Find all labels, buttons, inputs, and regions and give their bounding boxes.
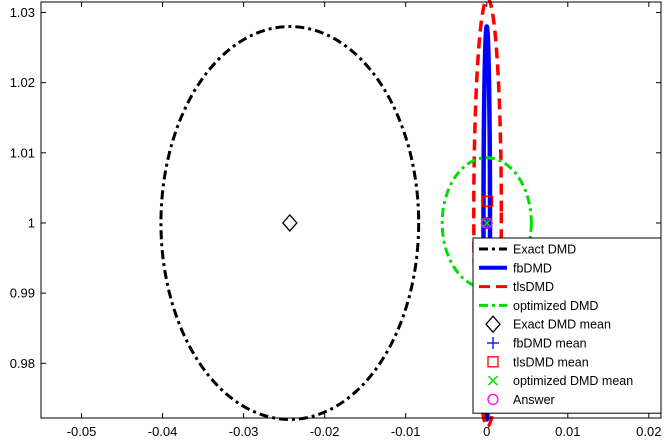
x-axis: -0.05 -0.04 -0.03 -0.02 -0.01 0 0.01 0.02 xyxy=(67,2,661,439)
marker-layer xyxy=(281,195,494,232)
legend-item-optimized-dmd: optimized DMD xyxy=(479,299,598,313)
x-tick-label: -0.01 xyxy=(391,424,421,439)
legend-label: Exact DMD mean xyxy=(513,318,611,332)
marker-exact-dmd-mean xyxy=(281,213,298,232)
legend-item-tlsdmd-mean: tlsDMD mean xyxy=(487,355,589,369)
legend-item-tlsdmd: tlsDMD xyxy=(479,280,554,294)
y-axis: 0.98 0.99 1 1.01 1.02 1.03 xyxy=(10,5,661,371)
legend-item-exact-dmd-mean: Exact DMD mean xyxy=(485,315,611,334)
y-tick-label: 0.98 xyxy=(10,356,35,371)
x-tick-label: -0.04 xyxy=(148,424,178,439)
legend-label: optimized DMD xyxy=(513,299,598,313)
x-tick-label: 0.02 xyxy=(636,424,661,439)
x-tick-label: -0.02 xyxy=(310,424,340,439)
legend-swatch xyxy=(487,356,499,368)
legend-label: fbDMD xyxy=(513,261,552,275)
legend-label: Answer xyxy=(513,393,555,407)
y-tick-label: 1 xyxy=(28,215,35,230)
x-tick-label: -0.03 xyxy=(229,424,259,439)
y-tick-label: 1.03 xyxy=(10,5,35,20)
legend-label: optimized DMD mean xyxy=(513,374,633,388)
legend-swatch xyxy=(485,315,501,334)
legend-label: fbDMD mean xyxy=(513,337,587,351)
marker-tlsdmd-mean xyxy=(481,195,494,207)
x-tick-label: 0 xyxy=(483,424,490,439)
series-tlsdmd xyxy=(472,0,504,429)
legend-item-fbdmd-mean: fbDMD mean xyxy=(487,337,587,351)
plot-frame xyxy=(40,1,662,419)
legend-item-optimized-dmd-mean: optimized DMD mean xyxy=(487,374,633,388)
legend-item-exact-dmd: Exact DMD xyxy=(479,243,576,257)
legend: Exact DMD fbDMD tlsDMD optimized DMD Exact D… xyxy=(472,237,662,414)
marker-optimized-dmd-mean xyxy=(481,217,492,229)
legend-item-fbdmd: fbDMD xyxy=(479,261,552,275)
series-exact-dmd xyxy=(159,25,421,421)
x-tick-label: 0.01 xyxy=(555,424,580,439)
y-tick-label: 1.01 xyxy=(10,145,35,160)
y-tick-label: 0.99 xyxy=(10,286,35,301)
legend-swatch xyxy=(487,375,499,386)
y-tick-label: 1.02 xyxy=(10,75,35,90)
legend-swatch xyxy=(487,393,499,406)
legend-swatch xyxy=(487,337,499,349)
marker-answer xyxy=(481,217,493,229)
legend-label: tlsDMD mean xyxy=(513,355,589,369)
legend-label: Exact DMD xyxy=(513,243,576,257)
plot-area xyxy=(40,0,662,429)
x-tick-label: -0.05 xyxy=(67,424,97,439)
legend-item-answer: Answer xyxy=(487,393,555,407)
legend-label: tlsDMD xyxy=(513,280,554,294)
